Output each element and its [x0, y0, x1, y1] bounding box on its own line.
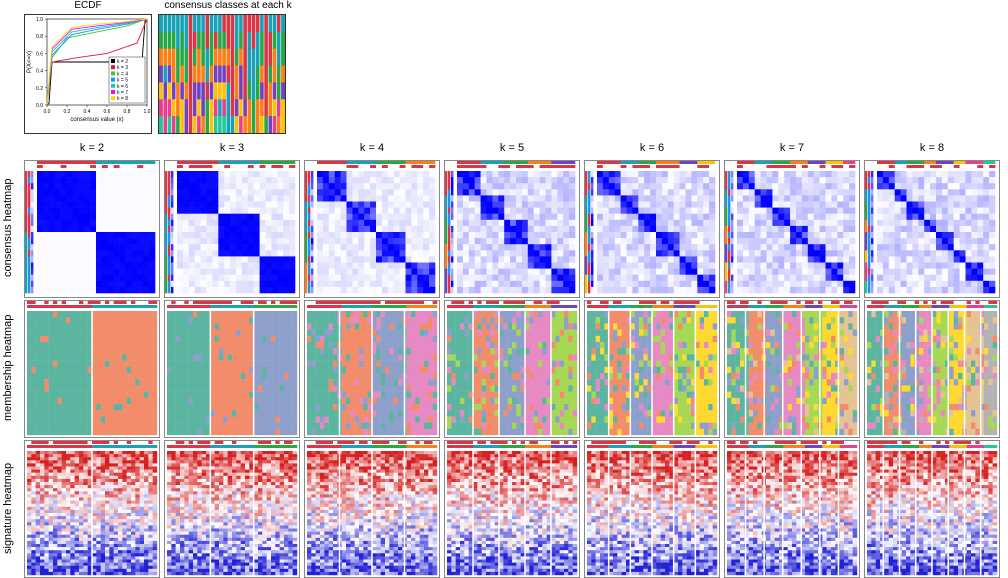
k-label-3: k = 3	[164, 142, 300, 158]
svg-text:P(X<=x): P(X<=x)	[27, 51, 33, 73]
classes-panel	[158, 14, 286, 134]
signature-heatmap-k4	[304, 440, 440, 578]
membership-heatmap-k8	[864, 300, 1000, 438]
svg-text:1.0: 1.0	[144, 109, 151, 115]
svg-text:k = 4: k = 4	[117, 71, 128, 77]
svg-text:consensus value (x): consensus value (x)	[70, 117, 123, 123]
consensus-heatmap-k3	[164, 160, 300, 298]
consensus-heatmap-k7	[724, 160, 860, 298]
membership-heatmap-k6	[584, 300, 720, 438]
consensus-heatmap-k8	[864, 160, 1000, 298]
consensus-heatmap-k4	[304, 160, 440, 298]
signature-heatmap-k6	[584, 440, 720, 578]
k-label-2: k = 2	[24, 142, 160, 158]
svg-text:0.6: 0.6	[104, 109, 111, 115]
svg-text:0.8: 0.8	[36, 34, 43, 40]
membership-heatmap-k3	[164, 300, 300, 438]
row-label-consensus: consensus heatmap	[2, 168, 14, 288]
ecdf-panel: 0.0 0.2 0.4 0.6 0.8 1.0 0.0 0.2 0.4 0.6 0.8 1.0 cons…	[24, 14, 152, 134]
svg-text:k = 5: k = 5	[117, 78, 128, 84]
svg-text:1.0: 1.0	[36, 17, 43, 23]
svg-text:0.8: 0.8	[124, 109, 131, 115]
membership-heatmap-k2	[24, 300, 160, 438]
k-label-7: k = 7	[724, 142, 860, 158]
membership-heatmap-k5	[444, 300, 580, 438]
svg-text:0.6: 0.6	[36, 51, 43, 57]
svg-text:0.4: 0.4	[84, 109, 91, 115]
ecdf-title: ECDF	[24, 0, 152, 11]
classes-title: consensus classes at each k	[148, 0, 308, 11]
consensus-heatmap-k5	[444, 160, 580, 298]
membership-heatmap-k7	[724, 300, 860, 438]
svg-text:0.4: 0.4	[36, 69, 43, 75]
svg-text:0.0: 0.0	[44, 109, 51, 115]
svg-text:k = 8: k = 8	[117, 96, 128, 102]
signature-heatmap-k7	[724, 440, 860, 578]
consensus-heatmap-k6	[584, 160, 720, 298]
svg-text:k = 2: k = 2	[117, 59, 128, 65]
consensus-heatmap-k2	[24, 160, 160, 298]
signature-heatmap-k5	[444, 440, 580, 578]
svg-text:0.2: 0.2	[36, 86, 43, 92]
row-label-membership: membership heatmap	[2, 308, 14, 428]
signature-heatmap-k2	[24, 440, 160, 578]
membership-heatmap-k4	[304, 300, 440, 438]
signature-heatmap-k8	[864, 440, 1000, 578]
svg-text:k = 6: k = 6	[117, 84, 128, 90]
k-label-8: k = 8	[864, 142, 1000, 158]
svg-text:k = 7: k = 7	[117, 90, 128, 96]
svg-text:0.2: 0.2	[64, 109, 71, 115]
svg-text:k = 3: k = 3	[117, 65, 128, 71]
k-label-6: k = 6	[584, 142, 720, 158]
k-label-5: k = 5	[444, 142, 580, 158]
svg-text:0.0: 0.0	[36, 103, 43, 109]
signature-heatmap-k3	[164, 440, 300, 578]
k-label-4: k = 4	[304, 142, 440, 158]
row-label-signature: signature heatmap	[2, 448, 14, 568]
